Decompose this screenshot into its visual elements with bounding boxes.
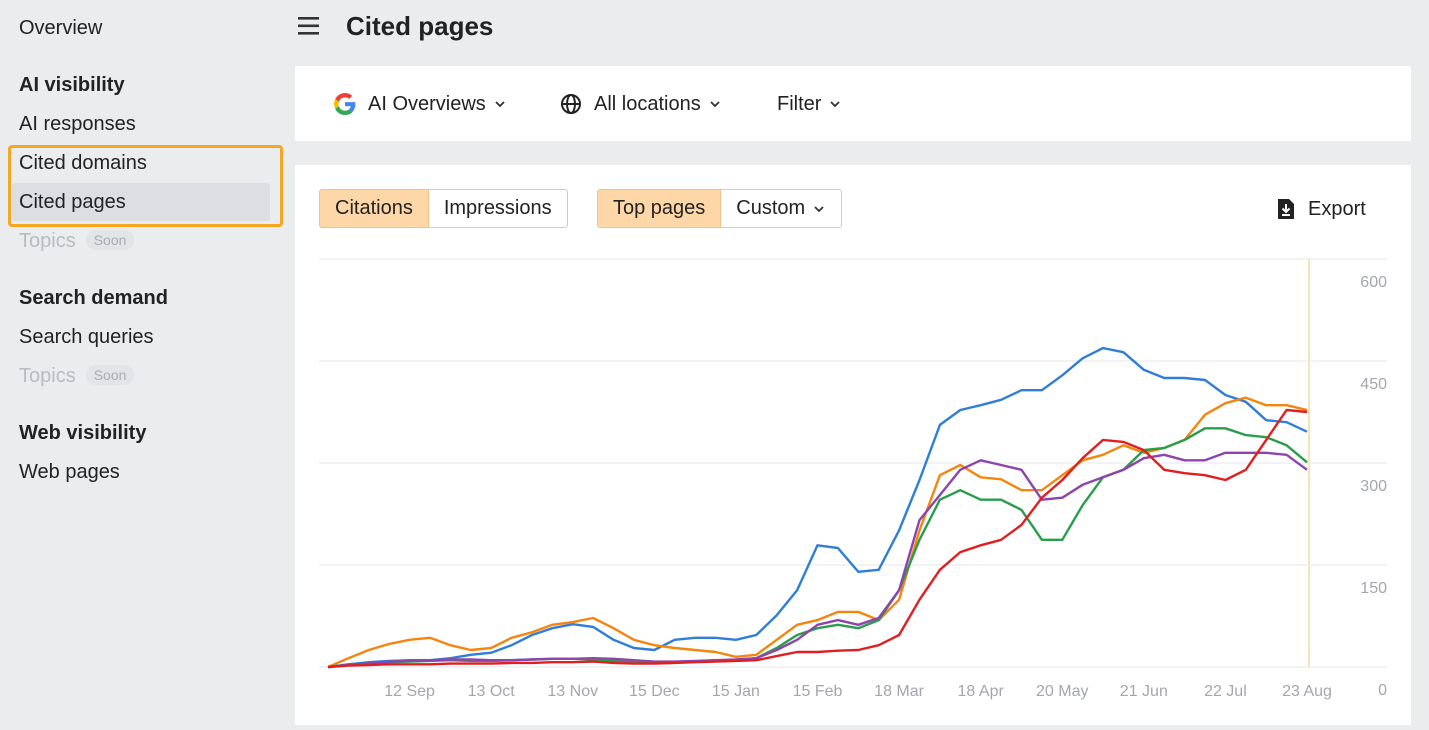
chevron — [495, 101, 505, 108]
globe-icon — [561, 94, 581, 114]
sidebar-item[interactable]: Cited domains — [19, 151, 147, 175]
filter-label: AI Overviews — [368, 93, 486, 115]
item-label: AI responses — [19, 113, 136, 135]
x-tick-label: 21 Jun — [1120, 683, 1168, 700]
x-tick-label: 15 Feb — [793, 683, 843, 700]
chevron — [814, 205, 824, 212]
export-button[interactable]: Export — [1276, 196, 1366, 222]
badge: Soon — [85, 365, 135, 385]
x-tick-label: 20 May — [1036, 683, 1088, 700]
y-tick-label: 150 — [1360, 580, 1387, 597]
sidebar-item[interactable]: Overview — [19, 17, 103, 39]
x-tick-label: 13 Nov — [547, 683, 598, 700]
google-icon — [334, 93, 356, 115]
item-label: Web pages — [19, 461, 120, 483]
chevron — [710, 101, 720, 108]
x-tick-label: 22 Jul — [1204, 683, 1247, 700]
filter-dropdown[interactable]: AI Overviews — [334, 91, 507, 117]
series-line — [327, 408, 1308, 669]
toolbar — [295, 66, 1411, 141]
x-tick-label: 18 Apr — [958, 683, 1005, 700]
page-title: Cited pages — [346, 11, 494, 41]
section-title: AI visibility — [19, 74, 125, 96]
page-tabs: Top pages Custom — [597, 189, 843, 228]
item-label: Search queries — [19, 326, 154, 348]
y-tick-label: 600 — [1360, 274, 1387, 291]
export-label: Export — [1308, 198, 1366, 220]
tab-button[interactable]: Custom — [721, 189, 843, 228]
sidebar-item[interactable]: Search queries — [19, 325, 154, 349]
chart-panel — [295, 165, 1411, 725]
item-label: Cited domains — [19, 152, 147, 174]
tab-button[interactable]: Top pages — [597, 189, 722, 228]
y-tick-label: 300 — [1360, 478, 1387, 495]
y-tick-label: 0 — [1378, 682, 1387, 699]
tab-label: Citations — [335, 197, 413, 219]
section-title: Web visibility — [19, 422, 147, 444]
x-tick-label: 12 Sep — [384, 683, 435, 700]
x-tick-label: 13 Oct — [468, 683, 516, 700]
tab-label: Top pages — [613, 197, 706, 219]
sidebar-item[interactable]: Cited pages — [19, 190, 126, 214]
sidebar-item[interactable]: Web pages — [19, 460, 120, 484]
y-tick-label: 450 — [1360, 376, 1387, 393]
x-tick-label: 18 Mar — [874, 683, 924, 700]
filter-dropdown[interactable]: Filter — [777, 91, 842, 117]
metric-tabs: Citations Impressions — [319, 189, 568, 228]
tab-button[interactable]: Citations — [319, 189, 429, 228]
chevron — [830, 101, 841, 108]
x-tick-label: 15 Jan — [712, 683, 760, 700]
menu-icon[interactable] — [297, 15, 321, 37]
tab-label: Custom — [736, 197, 806, 219]
filter-dropdown[interactable]: All locations — [560, 91, 722, 117]
item-label: Cited pages — [19, 191, 126, 213]
series-line — [327, 346, 1308, 669]
series-line — [327, 451, 1308, 669]
tab-label: Impressions — [443, 197, 552, 219]
sidebar-item[interactable]: AI responses — [19, 112, 136, 136]
filter-label: Filter — [777, 93, 822, 115]
x-tick-label: 15 Dec — [629, 683, 680, 700]
item-label: Topics — [19, 365, 76, 387]
highlight-box — [8, 145, 283, 227]
active-bg — [12, 183, 270, 221]
item-label: Topics — [19, 230, 76, 252]
x-tick-label: 23 Aug — [1282, 683, 1332, 700]
sidebar-item: Topics Soon — [19, 364, 135, 388]
series-line — [327, 396, 1308, 669]
badge: Soon — [85, 230, 135, 250]
filter-label: All locations — [594, 93, 701, 115]
export-icon — [1278, 199, 1294, 219]
tab-button[interactable]: Impressions — [428, 189, 568, 228]
sidebar-item: Topics Soon — [19, 229, 135, 253]
section-title: Search demand — [19, 287, 168, 309]
